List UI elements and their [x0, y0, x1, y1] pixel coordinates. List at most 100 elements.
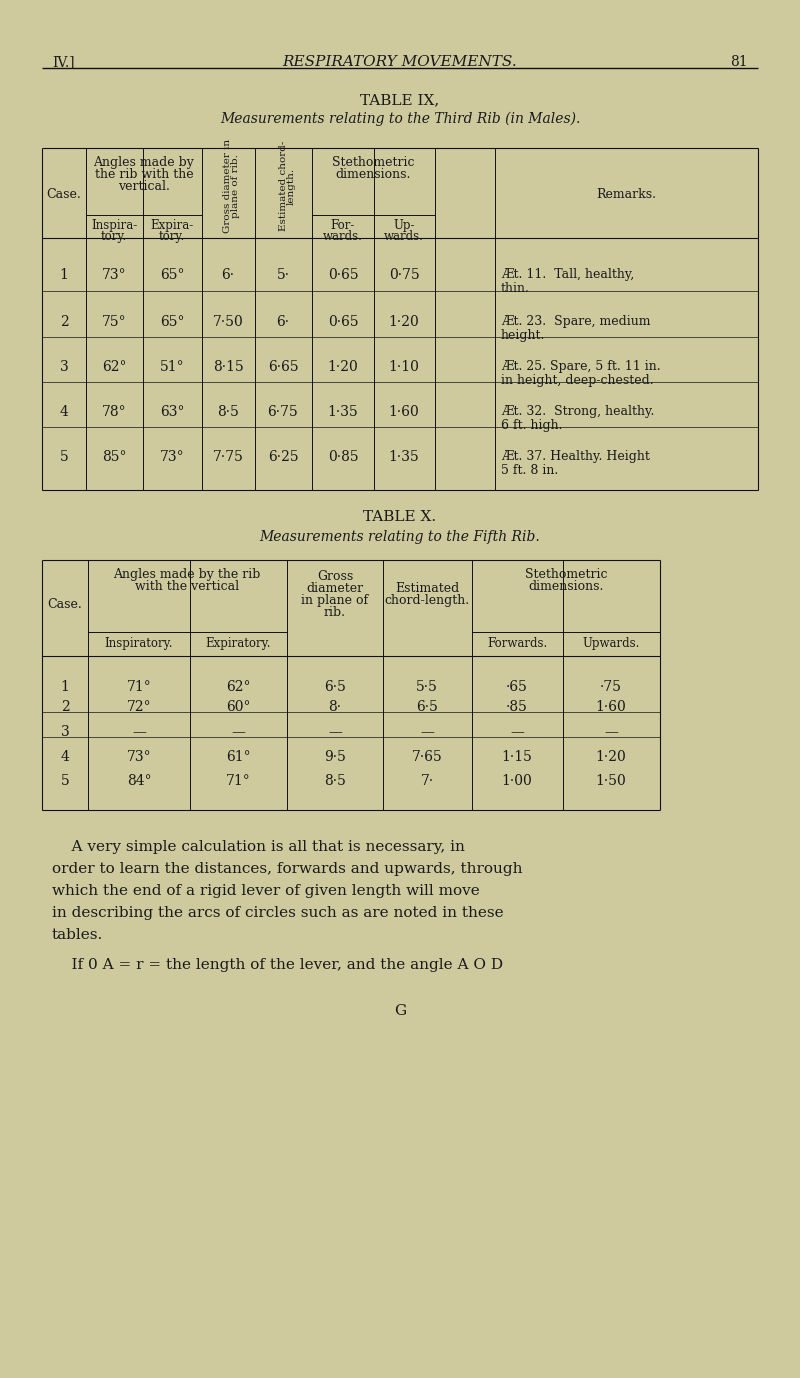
Text: Estimated: Estimated — [395, 582, 459, 595]
Text: Expira-: Expira- — [150, 219, 194, 232]
Text: 1·35: 1·35 — [389, 451, 419, 464]
Text: —: — — [510, 725, 524, 739]
Text: ·65: ·65 — [506, 679, 528, 695]
Text: tory.: tory. — [101, 230, 127, 243]
Text: 1·35: 1·35 — [328, 405, 358, 419]
Text: 1·00: 1·00 — [502, 774, 532, 788]
Text: —: — — [604, 725, 618, 739]
Text: 6·75: 6·75 — [268, 405, 298, 419]
Text: with the vertical: with the vertical — [135, 580, 239, 593]
Text: 73°: 73° — [160, 451, 184, 464]
Text: 81: 81 — [730, 55, 748, 69]
Text: thin.: thin. — [501, 282, 530, 295]
Text: TABLE X.: TABLE X. — [363, 510, 437, 524]
Text: 0·65: 0·65 — [328, 316, 358, 329]
Text: 1·60: 1·60 — [389, 405, 419, 419]
Text: ·75: ·75 — [600, 679, 622, 695]
Text: vertical.: vertical. — [118, 181, 170, 193]
Text: Æt. 11.  Tall, healthy,: Æt. 11. Tall, healthy, — [501, 267, 634, 281]
Text: RESPIRATORY MOVEMENTS.: RESPIRATORY MOVEMENTS. — [282, 55, 518, 69]
Text: Measurements relating to the Fifth Rib.: Measurements relating to the Fifth Rib. — [260, 531, 540, 544]
Text: 5: 5 — [61, 774, 70, 788]
Text: 1·20: 1·20 — [596, 750, 626, 763]
Text: plane of rib.: plane of rib. — [231, 154, 241, 218]
Text: Forwards.: Forwards. — [487, 637, 547, 650]
Text: Æt. 32.  Strong, healthy.: Æt. 32. Strong, healthy. — [501, 405, 654, 418]
Text: TABLE IX,: TABLE IX, — [360, 92, 440, 107]
Text: 2: 2 — [61, 700, 70, 714]
Text: Case.: Case. — [48, 598, 82, 610]
Text: 5 ft. 8 in.: 5 ft. 8 in. — [501, 464, 558, 477]
Text: ·85: ·85 — [506, 700, 528, 714]
Text: 75°: 75° — [102, 316, 126, 329]
Text: 6·5: 6·5 — [324, 679, 346, 695]
Text: 65°: 65° — [160, 267, 184, 282]
Text: 3: 3 — [60, 360, 68, 373]
Text: If 0 A = r = the length of the lever, and the angle A O D: If 0 A = r = the length of the lever, an… — [52, 958, 503, 971]
Text: Æt. 23.  Spare, medium: Æt. 23. Spare, medium — [501, 316, 650, 328]
Text: Angles made by: Angles made by — [94, 156, 194, 169]
Text: 0·85: 0·85 — [328, 451, 358, 464]
Text: 4: 4 — [59, 405, 69, 419]
Text: Case.: Case. — [46, 187, 82, 201]
Text: diameter: diameter — [306, 582, 363, 595]
Text: 65°: 65° — [160, 316, 184, 329]
Text: For-: For- — [331, 219, 355, 232]
Text: 3: 3 — [61, 725, 70, 739]
Text: —: — — [420, 725, 434, 739]
Text: 84°: 84° — [126, 774, 151, 788]
Text: Stethometric: Stethometric — [525, 568, 607, 582]
Text: 1·20: 1·20 — [328, 360, 358, 373]
Text: 1: 1 — [59, 267, 69, 282]
Text: Up-: Up- — [394, 219, 414, 232]
Text: 71°: 71° — [226, 774, 250, 788]
Text: length.: length. — [286, 168, 295, 204]
Text: dimensions.: dimensions. — [528, 580, 604, 593]
Text: 1·50: 1·50 — [596, 774, 626, 788]
Text: wards.: wards. — [323, 230, 363, 243]
Text: 72°: 72° — [126, 700, 151, 714]
Text: 4: 4 — [61, 750, 70, 763]
Text: 6 ft. high.: 6 ft. high. — [501, 419, 562, 431]
Text: A very simple calculation is all that is necessary, in: A very simple calculation is all that is… — [52, 841, 465, 854]
Text: 0·75: 0·75 — [389, 267, 419, 282]
Text: Gross diameter in: Gross diameter in — [223, 139, 233, 233]
Text: in plane of: in plane of — [302, 594, 369, 606]
Text: 0·65: 0·65 — [328, 267, 358, 282]
Text: 8·: 8· — [329, 700, 342, 714]
Text: 1·20: 1·20 — [389, 316, 419, 329]
Text: 1·10: 1·10 — [389, 360, 419, 373]
Text: —: — — [328, 725, 342, 739]
Text: 60°: 60° — [226, 700, 250, 714]
Text: Stethometric: Stethometric — [332, 156, 414, 169]
Text: wards.: wards. — [384, 230, 424, 243]
Text: 1·15: 1·15 — [502, 750, 533, 763]
Text: 62°: 62° — [226, 679, 250, 695]
Text: 8·5: 8·5 — [217, 405, 239, 419]
Text: Upwards.: Upwards. — [582, 637, 640, 650]
Text: Æt. 37. Healthy. Height: Æt. 37. Healthy. Height — [501, 451, 650, 463]
Text: order to learn the distances, forwards and upwards, through: order to learn the distances, forwards a… — [52, 863, 522, 876]
Text: —: — — [132, 725, 146, 739]
Text: Remarks.: Remarks. — [596, 187, 656, 201]
Text: Gross: Gross — [317, 570, 353, 583]
Text: 6·25: 6·25 — [268, 451, 298, 464]
Text: 8·15: 8·15 — [213, 360, 243, 373]
Text: 8·5: 8·5 — [324, 774, 346, 788]
Text: Inspira-: Inspira- — [91, 219, 137, 232]
Text: 71°: 71° — [126, 679, 151, 695]
Text: Inspiratory.: Inspiratory. — [105, 637, 174, 650]
Text: chord-length.: chord-length. — [385, 594, 470, 606]
Text: 7·50: 7·50 — [213, 316, 243, 329]
Text: 7·75: 7·75 — [213, 451, 243, 464]
Text: Æt. 25. Spare, 5 ft. 11 in.: Æt. 25. Spare, 5 ft. 11 in. — [501, 360, 661, 373]
Text: 73°: 73° — [126, 750, 151, 763]
Text: 6·5: 6·5 — [416, 700, 438, 714]
Text: 6·: 6· — [222, 267, 234, 282]
Text: 51°: 51° — [160, 360, 184, 373]
Text: Measurements relating to the Third Rib (in Males).: Measurements relating to the Third Rib (… — [220, 112, 580, 127]
Text: IV.]: IV.] — [52, 55, 74, 69]
Text: which the end of a rigid lever of given length will move: which the end of a rigid lever of given … — [52, 885, 480, 898]
Text: in height, deep-chested.: in height, deep-chested. — [501, 373, 654, 387]
Text: 6·65: 6·65 — [268, 360, 298, 373]
